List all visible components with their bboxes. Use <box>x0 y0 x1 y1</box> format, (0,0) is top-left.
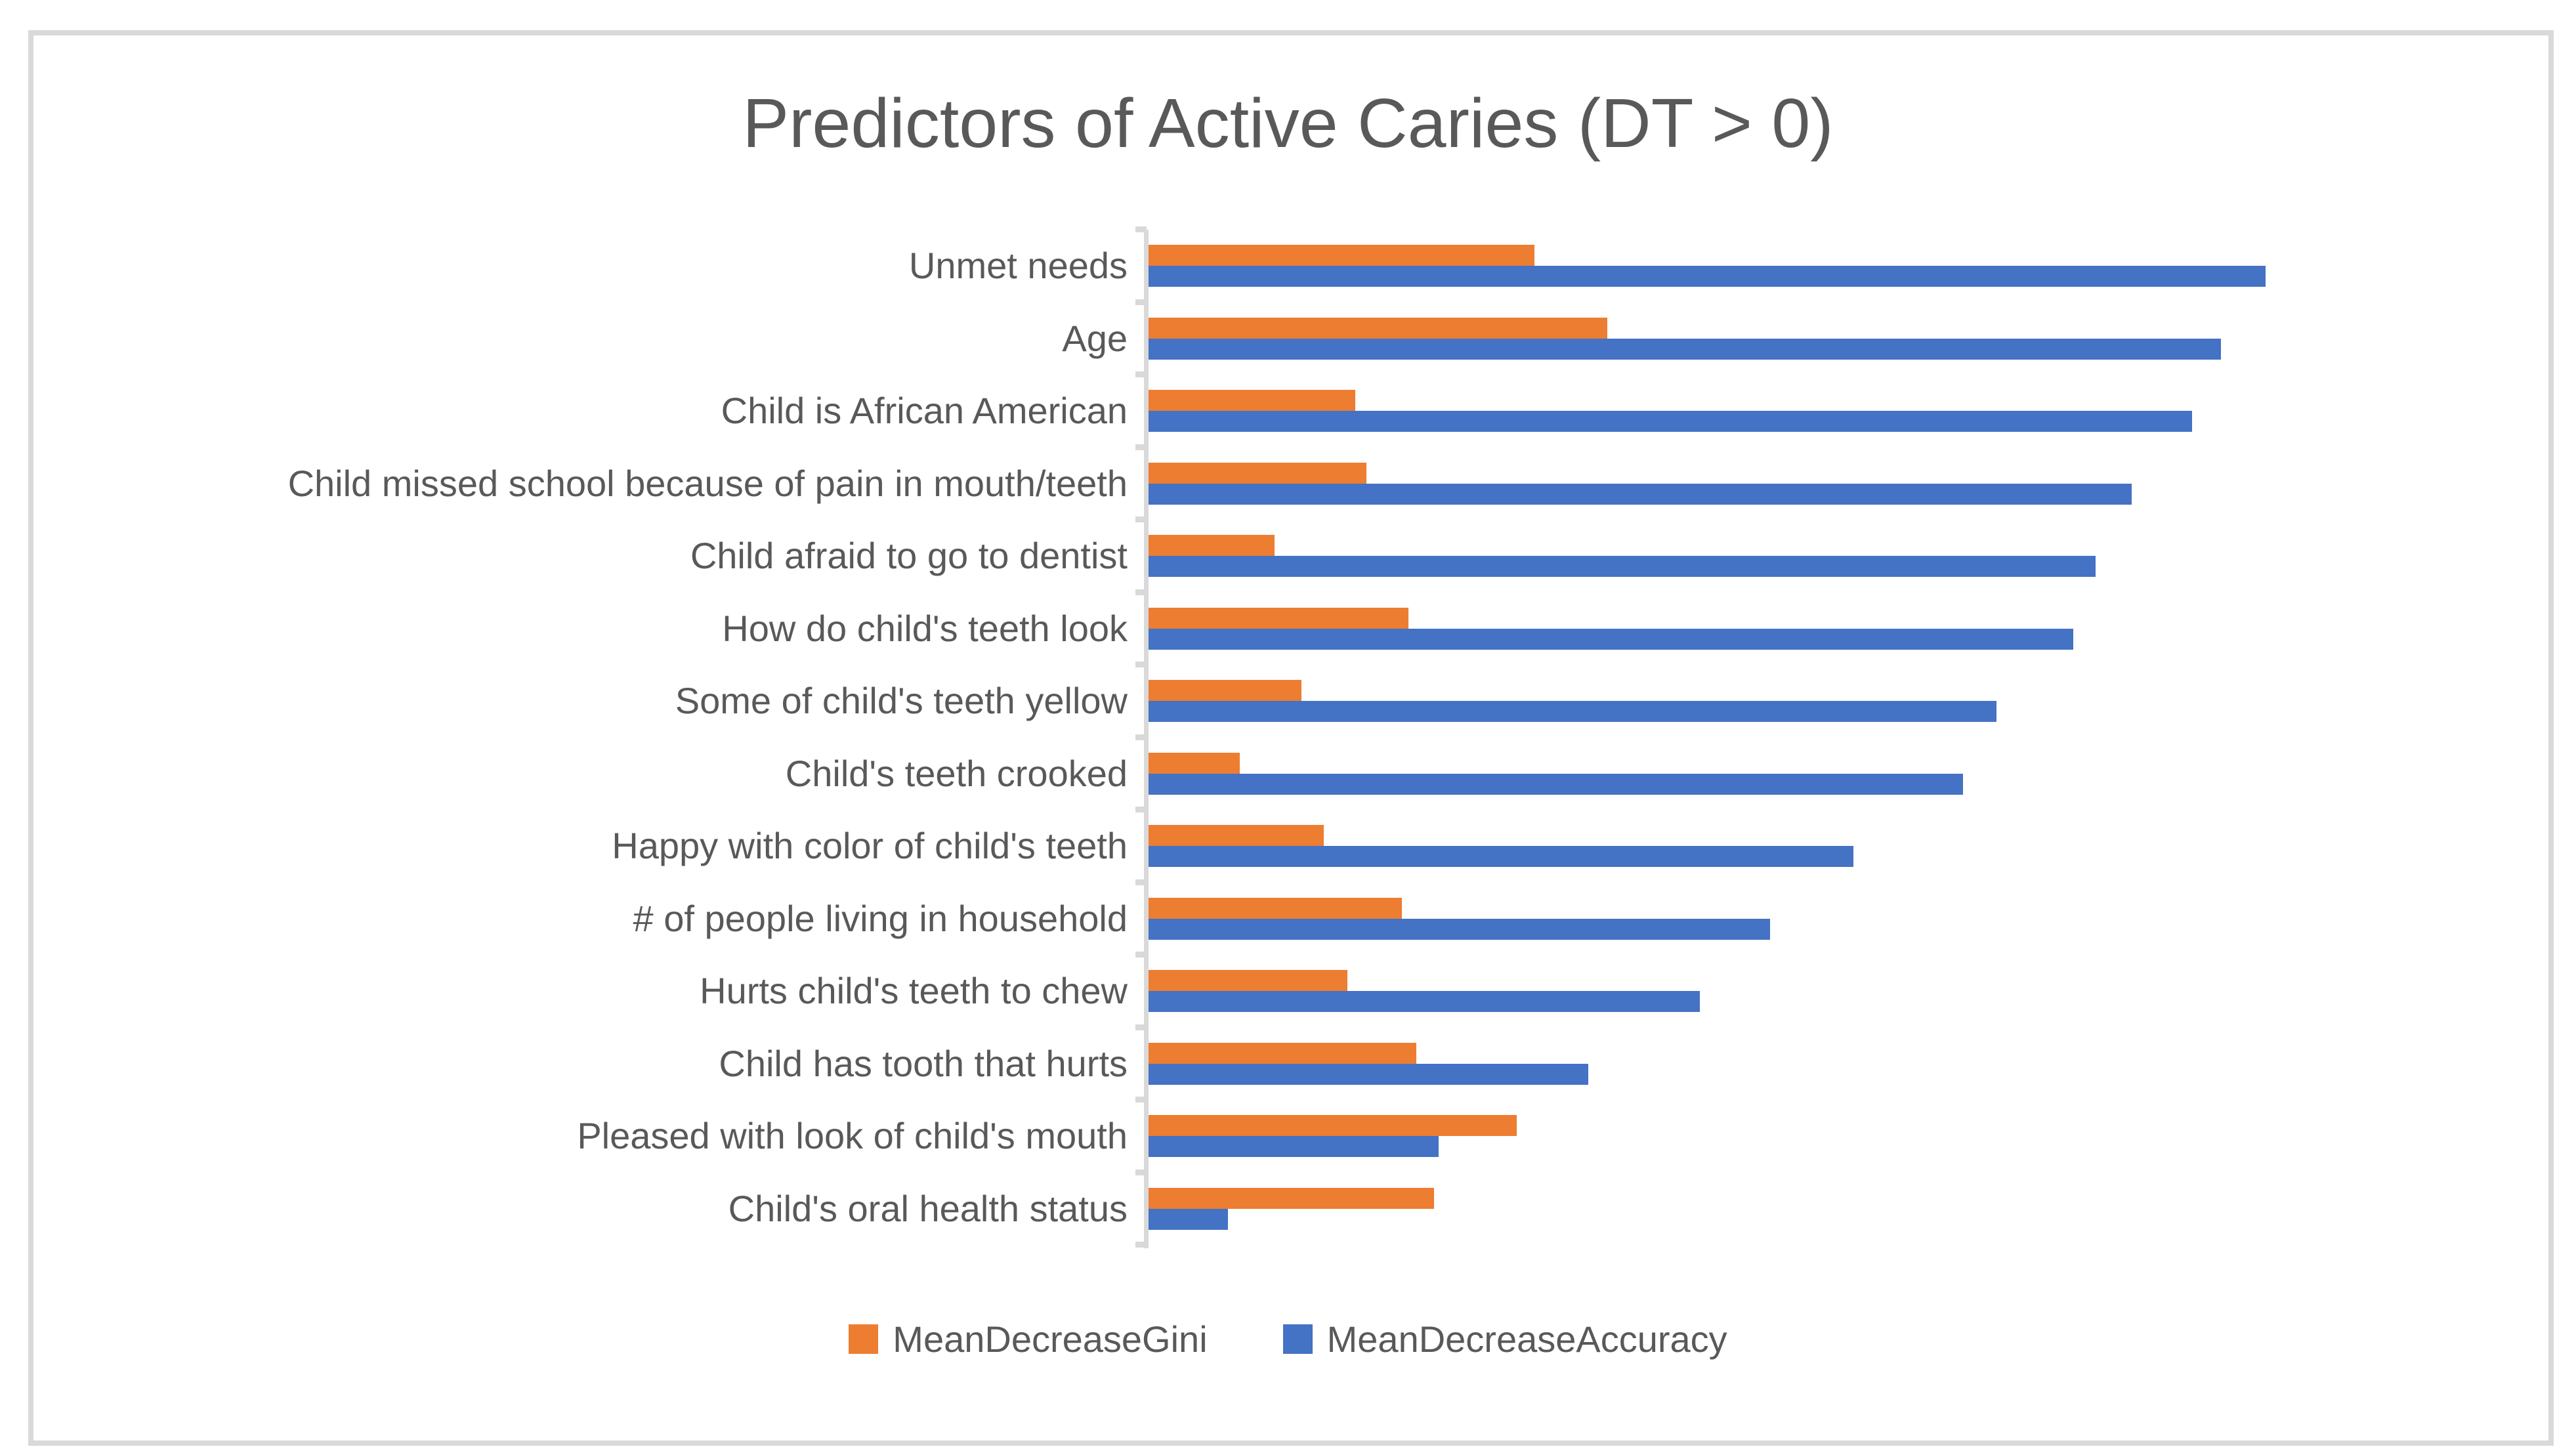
bar-mean-decrease-gini <box>1149 317 1607 339</box>
bar-mean-decrease-gini <box>1149 462 1366 484</box>
legend-swatch-gini-icon <box>849 1324 879 1354</box>
category-label: Child has tooth that hurts <box>719 1042 1128 1084</box>
category-label: Child is African American <box>721 390 1128 431</box>
category-label: Pleased with look of child's mouth <box>577 1115 1128 1156</box>
axis-tick <box>1135 516 1147 522</box>
axis-tick <box>1135 1169 1147 1175</box>
legend-item-accuracy: MeanDecreaseAccuracy <box>1282 1318 1727 1360</box>
bar-mean-decrease-gini <box>1149 825 1324 847</box>
bar-mean-decrease-accuracy <box>1149 411 2192 432</box>
bar-mean-decrease-gini <box>1149 1187 1434 1209</box>
bar-mean-decrease-accuracy <box>1149 773 1963 795</box>
axis-tick <box>1135 807 1147 812</box>
bar-mean-decrease-accuracy <box>1149 628 2073 650</box>
bar-mean-decrease-gini <box>1149 607 1408 629</box>
axis-tick <box>1135 371 1147 377</box>
legend-label-accuracy: MeanDecreaseAccuracy <box>1326 1318 1727 1360</box>
bar-mean-decrease-gini <box>1149 245 1534 266</box>
axis-tick <box>1135 734 1147 740</box>
bar-mean-decrease-accuracy <box>1149 266 2266 287</box>
axis-tick <box>1135 299 1147 305</box>
category-label: Some of child's teeth yellow <box>675 680 1128 721</box>
bar-mean-decrease-accuracy <box>1149 1208 1228 1230</box>
bar-mean-decrease-gini <box>1149 680 1301 702</box>
legend-item-gini: MeanDecreaseGini <box>849 1318 1208 1360</box>
bar-mean-decrease-accuracy <box>1149 701 1996 723</box>
bar-mean-decrease-gini <box>1149 752 1240 774</box>
axis-tick <box>1135 444 1147 450</box>
bar-mean-decrease-gini <box>1149 970 1347 992</box>
category-label: Child afraid to go to dentist <box>690 535 1128 576</box>
axis-tick <box>1135 879 1147 885</box>
bar-mean-decrease-gini <box>1149 1042 1416 1064</box>
bar-mean-decrease-gini <box>1149 535 1275 557</box>
axis-tick <box>1135 1097 1147 1103</box>
category-label: Hurts child's teeth to chew <box>700 970 1128 1011</box>
bar-mean-decrease-accuracy <box>1149 846 1853 868</box>
category-label: Age <box>1062 317 1128 359</box>
axis-tick <box>1135 226 1147 232</box>
bar-mean-decrease-accuracy <box>1149 1063 1588 1085</box>
legend-swatch-accuracy-icon <box>1282 1324 1313 1354</box>
axis-tick <box>1135 1024 1147 1030</box>
bar-mean-decrease-accuracy <box>1149 483 2132 505</box>
category-label: Child's oral health status <box>728 1187 1128 1229</box>
category-label: Child's teeth crooked <box>785 752 1128 794</box>
category-label: Child missed school because of pain in m… <box>287 462 1128 504</box>
category-label: Unmet needs <box>908 245 1128 286</box>
bar-mean-decrease-gini <box>1149 897 1402 919</box>
legend-label-gini: MeanDecreaseGini <box>893 1318 1208 1360</box>
bar-mean-decrease-accuracy <box>1149 918 1770 940</box>
bar-mean-decrease-accuracy <box>1149 1136 1439 1158</box>
chart-title: Predictors of Active Caries (DT > 0) <box>742 85 1834 162</box>
bar-mean-decrease-accuracy <box>1149 338 2221 360</box>
axis-tick <box>1135 952 1147 957</box>
category-label: How do child's teeth look <box>722 607 1128 649</box>
bar-mean-decrease-accuracy <box>1149 991 1700 1013</box>
bar-mean-decrease-gini <box>1149 1115 1517 1137</box>
legend: MeanDecreaseGini MeanDecreaseAccuracy <box>0 1318 2576 1360</box>
category-label: Happy with color of child's teeth <box>612 825 1128 866</box>
bar-mean-decrease-accuracy <box>1149 556 2096 578</box>
axis-tick <box>1135 662 1147 667</box>
axis-tick <box>1135 589 1147 595</box>
category-label: # of people living in household <box>633 897 1128 939</box>
axis-tick <box>1135 1242 1147 1248</box>
bar-mean-decrease-gini <box>1149 390 1355 411</box>
